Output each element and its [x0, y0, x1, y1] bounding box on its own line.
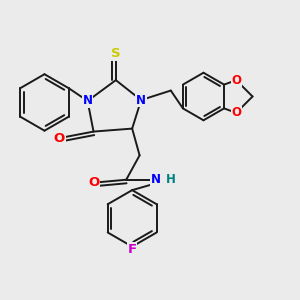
- Text: H: H: [166, 173, 176, 186]
- Text: N: N: [136, 94, 146, 106]
- Text: O: O: [54, 132, 65, 145]
- Text: N: N: [82, 94, 93, 107]
- Text: O: O: [231, 74, 241, 87]
- Text: O: O: [88, 176, 99, 189]
- Text: N: N: [151, 173, 161, 186]
- Text: F: F: [128, 243, 137, 256]
- Text: O: O: [231, 106, 241, 119]
- Text: S: S: [111, 47, 121, 60]
